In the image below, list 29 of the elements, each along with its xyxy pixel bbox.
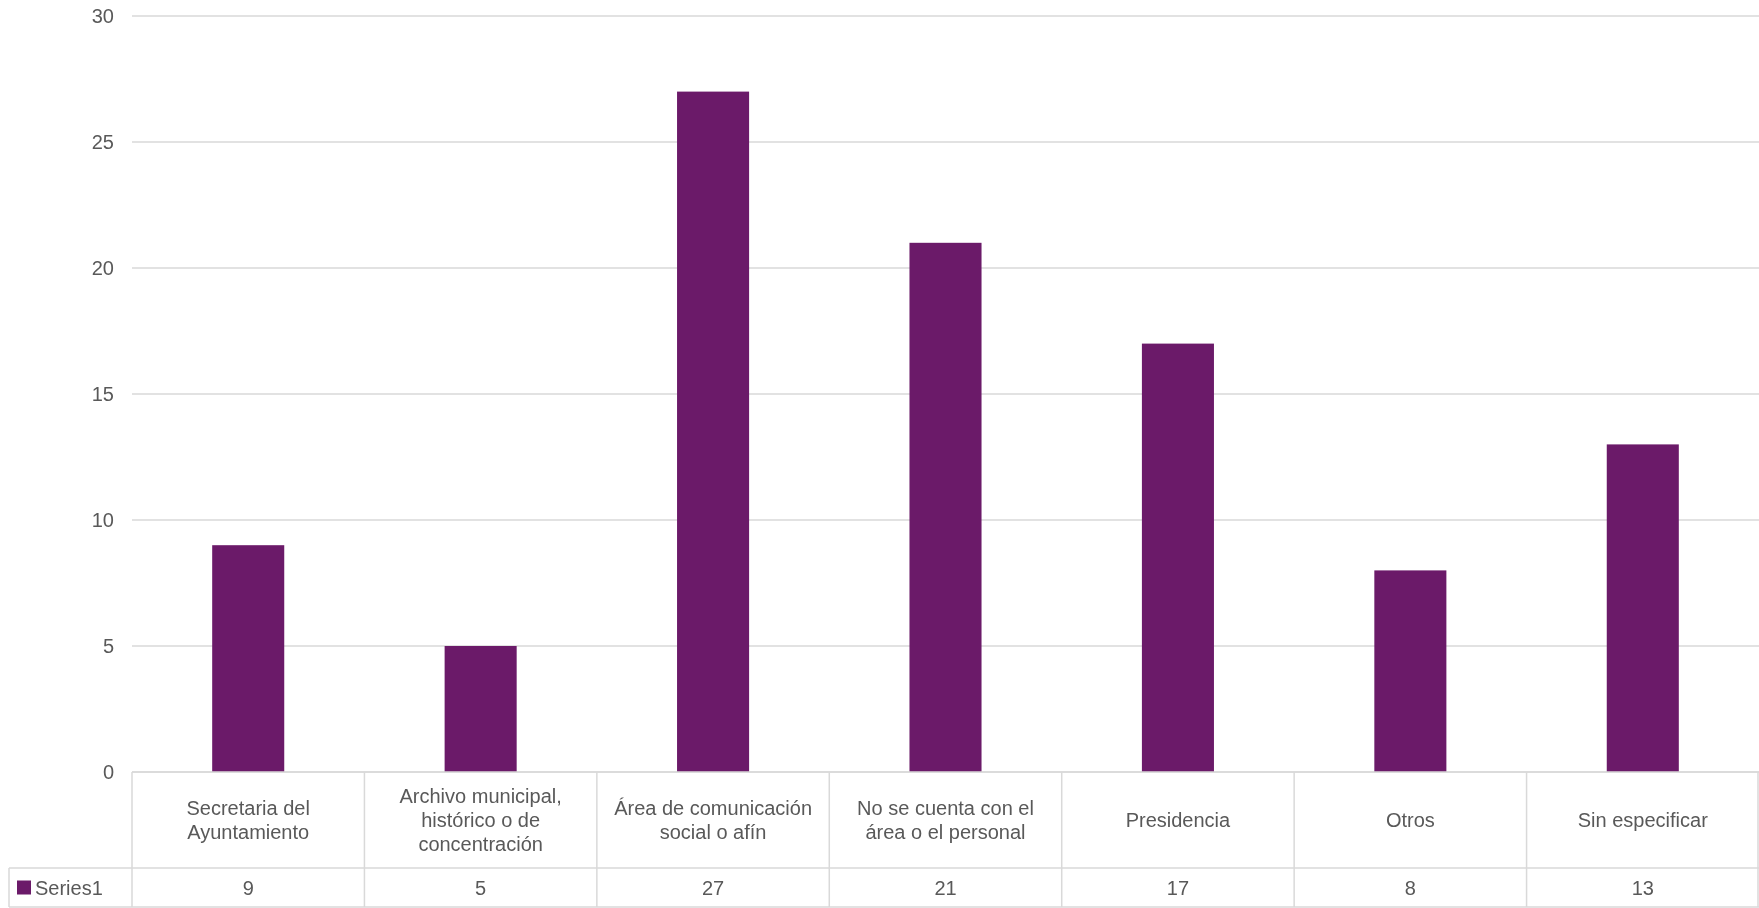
y-tick-label: 10	[91, 509, 114, 531]
y-tick-label: 0	[102, 761, 114, 783]
x-tick-label: Otros	[1385, 809, 1435, 831]
x-tick-label: No se cuenta con el área o el personal	[857, 797, 1034, 843]
data-label: 9	[242, 876, 254, 899]
data-label: 17	[1166, 876, 1190, 899]
x-tick-label: Área de comunicación social o afín	[614, 797, 813, 843]
x-tick-label: Presidencia	[1125, 809, 1232, 831]
legend-label: Series1	[35, 876, 103, 899]
x-tick-label: Sin especificar	[1577, 809, 1709, 831]
y-tick-label: 30	[91, 5, 114, 27]
data-label: 27	[701, 876, 725, 899]
data-label: 21	[934, 876, 957, 899]
bar	[909, 242, 982, 772]
data-label: 5	[475, 876, 487, 899]
x-tick-label: Secretaria del Ayuntamiento	[186, 797, 310, 843]
bar	[1606, 444, 1679, 772]
bar	[1141, 343, 1214, 772]
y-tick-label: 20	[91, 257, 114, 279]
y-tick-label: 25	[91, 131, 114, 153]
bar	[677, 91, 750, 772]
x-tick-label: Archivo municipal, histórico o de concentración	[399, 785, 562, 855]
bar	[212, 545, 285, 772]
y-tick-label: 15	[91, 383, 114, 405]
data-label: 13	[1631, 876, 1654, 899]
data-label: 8	[1404, 876, 1416, 899]
y-tick-label: 5	[102, 635, 114, 657]
bar	[1374, 570, 1447, 772]
bar	[444, 646, 517, 772]
